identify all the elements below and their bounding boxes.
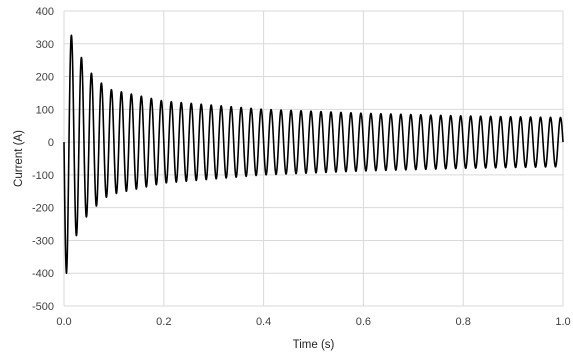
y-tick-label: -200 (32, 203, 54, 215)
y-tick-label: 100 (36, 104, 54, 116)
x-axis-title: Time (s) (293, 339, 335, 351)
y-tick-label: -100 (32, 170, 54, 182)
x-tick-label: 0.0 (56, 316, 71, 328)
plot-area (64, 11, 563, 306)
y-tick-label: -400 (32, 268, 54, 280)
x-tick-label: 0.8 (456, 316, 471, 328)
y-tick-label: 200 (36, 72, 54, 84)
tick-labels: -500 -400 -300 -200 -100 0 100 200 300 400 0.0 0.2 0… (32, 6, 571, 328)
series-line-current (63, 34, 564, 275)
x-tick-label: 0.2 (156, 316, 171, 328)
x-tick-label: 0.4 (256, 316, 271, 328)
y-tick-label: 300 (36, 39, 54, 51)
y-tick-label: -300 (32, 235, 54, 247)
x-tick-label: 1.0 (555, 316, 570, 328)
y-tick-label: -500 (32, 301, 54, 313)
y-axis-title: Current (A) (13, 130, 25, 187)
y-tick-label: 0 (48, 137, 54, 149)
x-tick-label: 0.6 (356, 316, 371, 328)
y-tick-label: 400 (36, 6, 54, 18)
